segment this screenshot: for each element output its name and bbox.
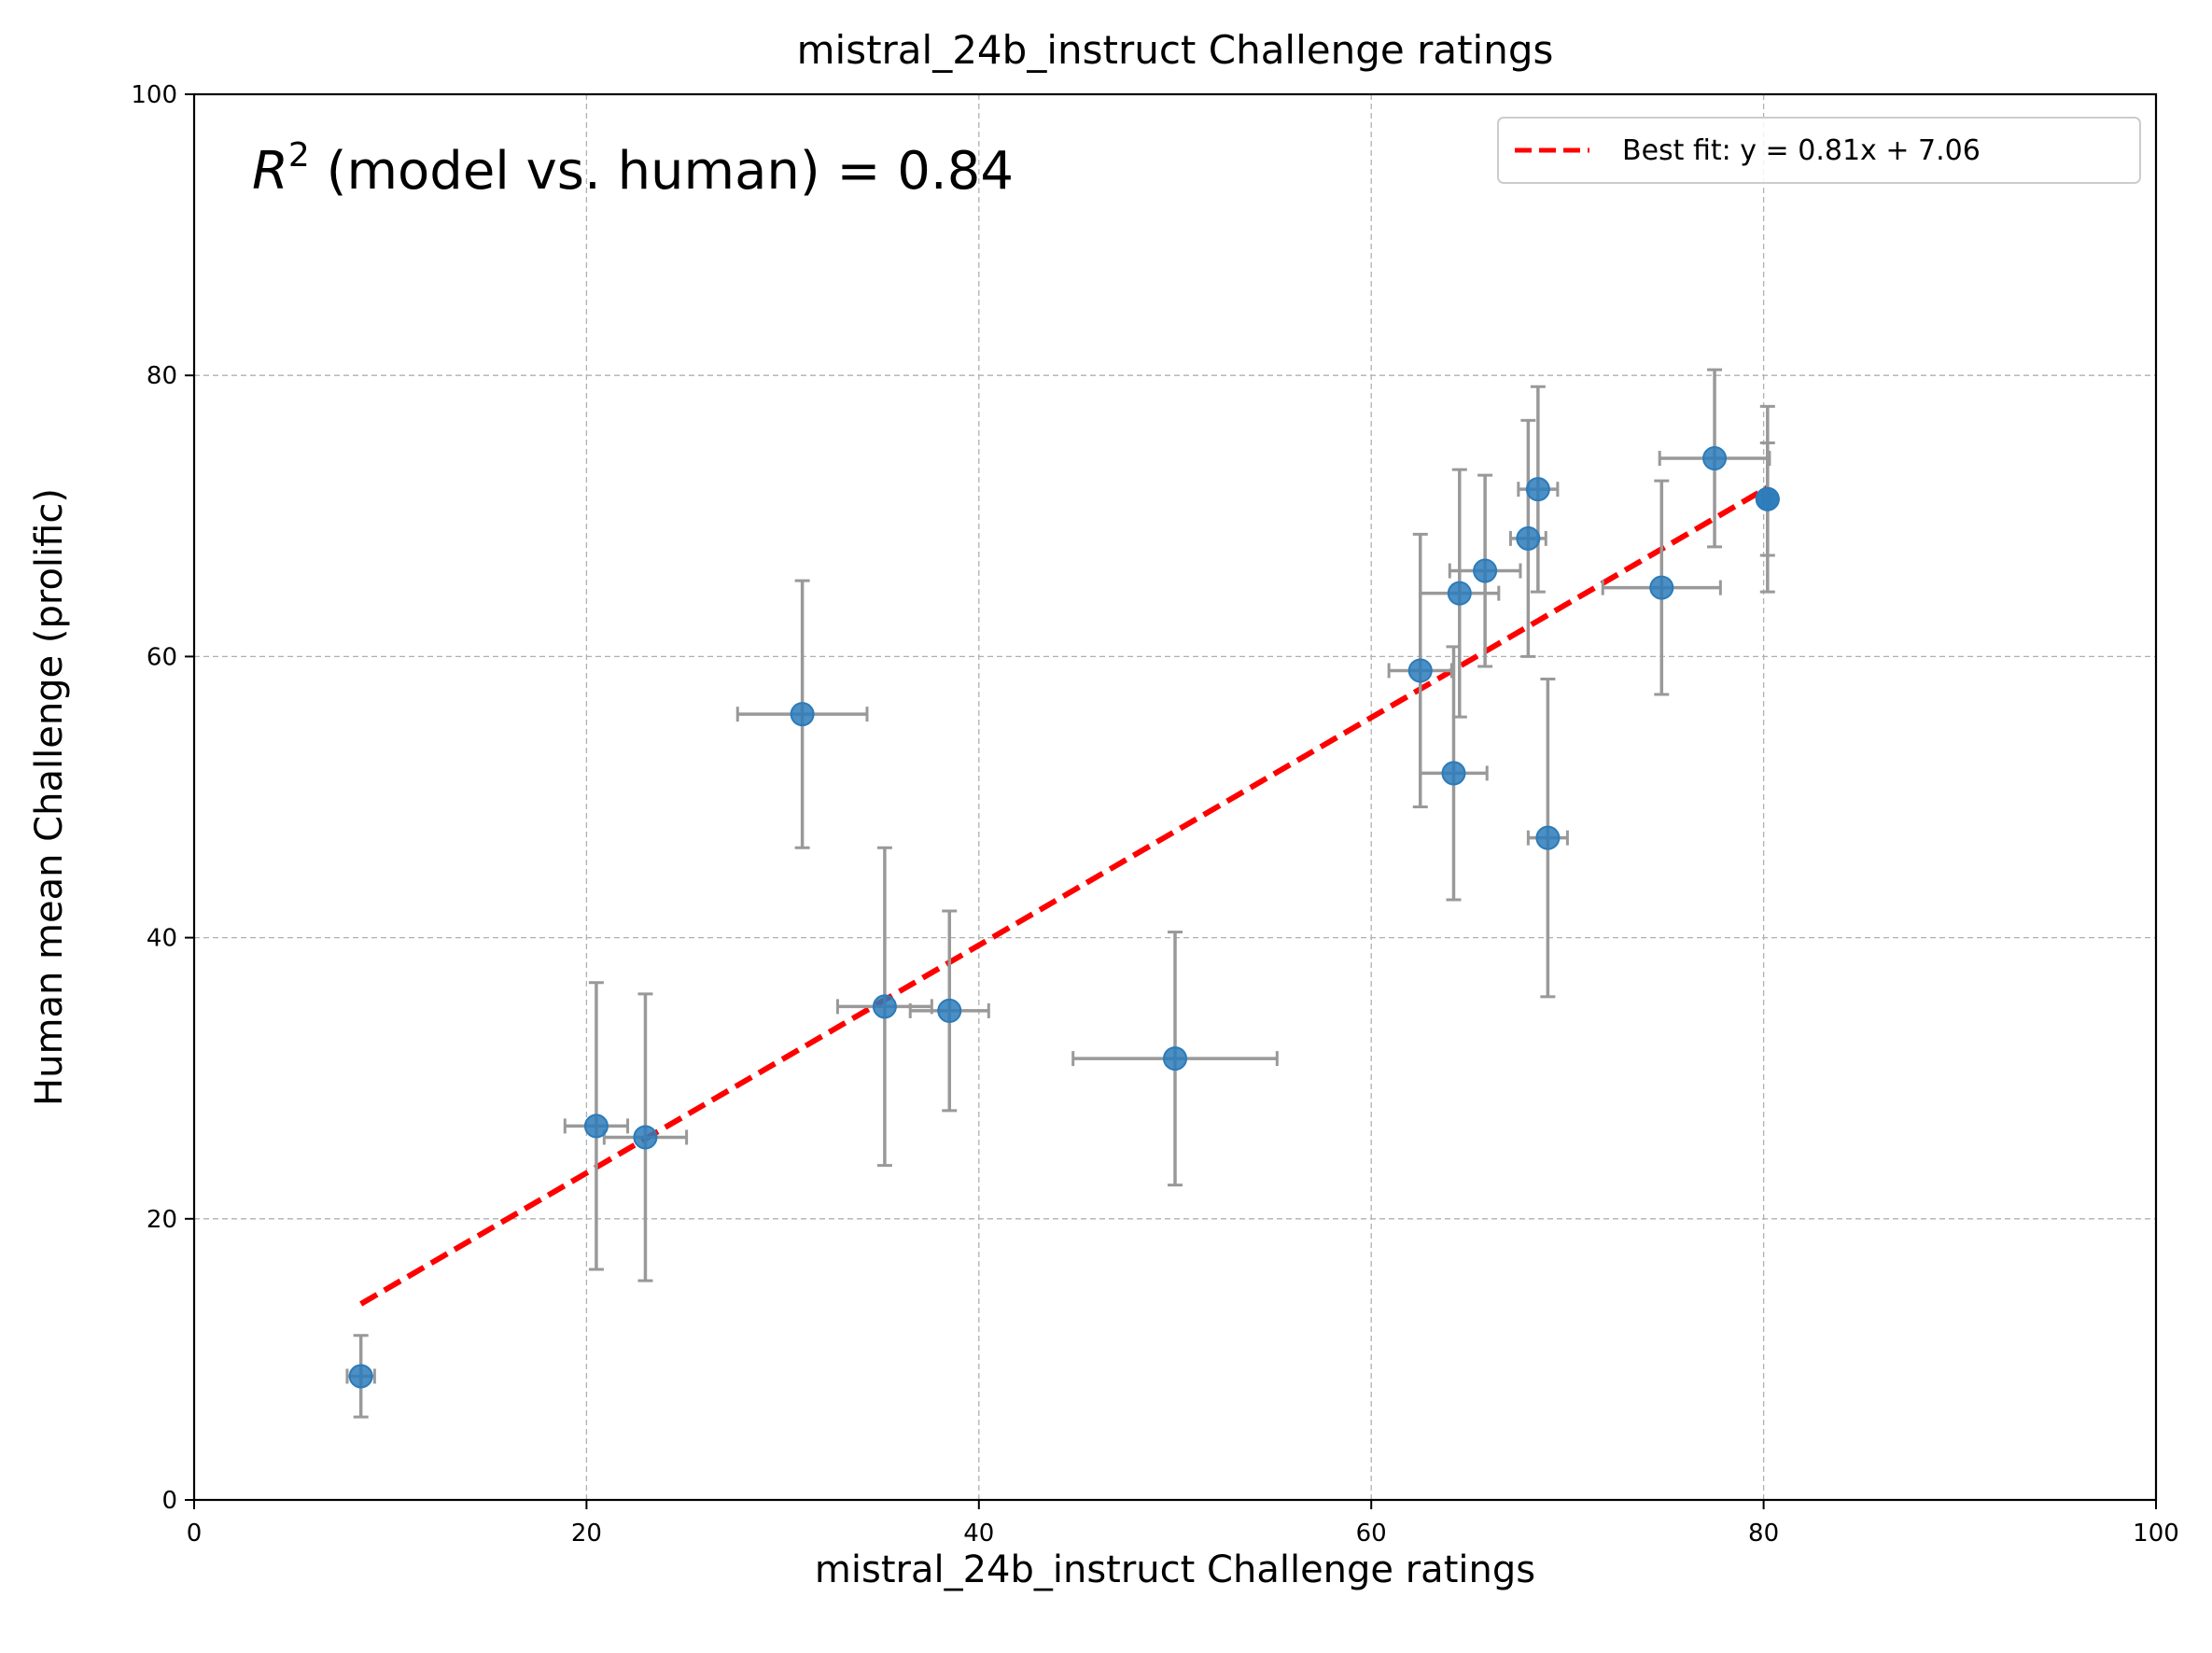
legend-box	[1497, 117, 2141, 184]
data-point	[1441, 761, 1466, 786]
legend-fit-label: Best fit: y = 0.81x + 7.06	[1622, 134, 1981, 167]
data-point	[1163, 1046, 1187, 1072]
point-layer	[348, 446, 1780, 1389]
data-point	[790, 702, 815, 727]
x-tick-label: 60	[1356, 1520, 1387, 1548]
y-tick-label: 40	[147, 925, 177, 953]
ticks: 0 20 40 60 80 100 0 20 40 60 80 100	[131, 81, 2178, 1548]
data-point	[633, 1125, 658, 1150]
y-tick-label: 80	[147, 362, 177, 390]
data-point	[1473, 558, 1498, 583]
y-tick-label: 20	[147, 1206, 177, 1234]
data-point	[1535, 825, 1561, 850]
x-axis-label: mistral_24b_instruct Challenge ratings	[815, 1548, 1535, 1591]
x-tick-label: 80	[1748, 1520, 1779, 1548]
data-point	[1755, 486, 1780, 511]
data-point	[1525, 477, 1550, 502]
data-point	[1516, 525, 1541, 551]
data-point	[583, 1114, 609, 1139]
data-point	[1447, 581, 1472, 606]
data-point	[1649, 575, 1674, 600]
x-tick-label: 100	[2133, 1520, 2179, 1548]
y-tick-label: 0	[161, 1487, 177, 1515]
r-squared-symbol: R	[252, 141, 288, 202]
r-squared-text: (model vs. human) = 0.84	[310, 141, 1014, 202]
data-point	[1407, 658, 1433, 683]
x-tick-label: 40	[963, 1520, 994, 1548]
r-squared-exponent: 2	[288, 136, 310, 175]
y-tick-label: 100	[131, 81, 177, 109]
data-point	[937, 998, 962, 1023]
x-tick-label: 20	[571, 1520, 602, 1548]
r-squared-annotation: R2 (model vs. human) = 0.84	[252, 136, 1014, 202]
plot-frame	[192, 92, 2158, 1502]
data-point	[348, 1364, 373, 1389]
y-tick-label: 60	[147, 643, 177, 671]
y-axis-label: Human mean Challenge (prolific)	[28, 488, 71, 1106]
data-point	[1702, 446, 1728, 471]
legend: Best fit: y = 0.81x + 7.06	[1497, 117, 2141, 184]
chart-title: mistral_24b_instruct Challenge ratings	[797, 27, 1554, 73]
data-point	[872, 994, 897, 1019]
x-tick-label: 0	[187, 1520, 203, 1548]
